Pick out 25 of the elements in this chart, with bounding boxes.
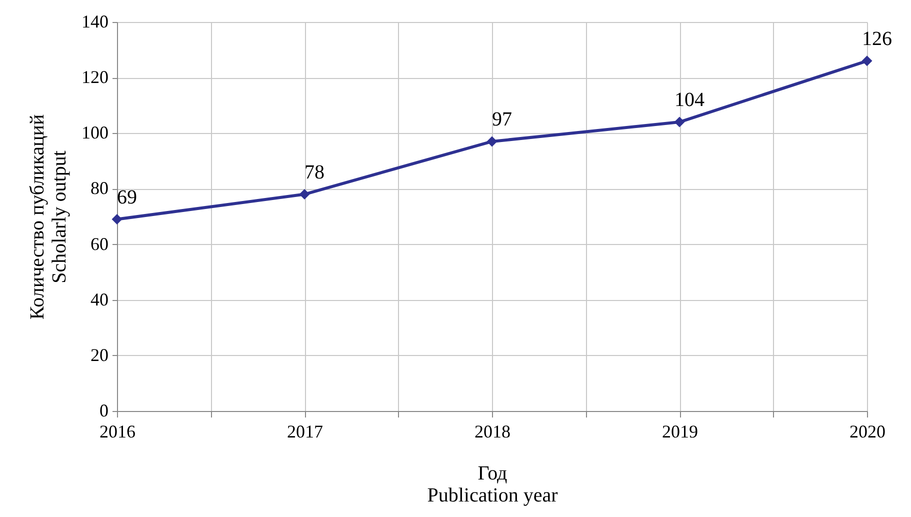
- data-label: 104: [674, 89, 704, 112]
- point: [862, 56, 872, 66]
- x-tick-label: 2020: [850, 422, 886, 442]
- x-axis-title: Год Publication year: [427, 462, 558, 506]
- point: [674, 116, 685, 128]
- x-tick-label: 2018: [474, 422, 510, 442]
- y-tick-label: 20: [90, 344, 108, 365]
- y-tick-label: 120: [82, 67, 108, 88]
- data-label: 97: [492, 108, 512, 130]
- point: [486, 136, 498, 147]
- y-tick-label: 40: [90, 289, 108, 310]
- data-label: 69: [117, 186, 137, 208]
- y-tick-label: 0: [100, 400, 108, 420]
- y-axis-title: Количество публикаций Scholarly output: [26, 114, 70, 320]
- x-tick-label: 2017: [287, 422, 323, 442]
- y-tick-label: 80: [90, 178, 108, 198]
- point: [299, 189, 310, 200]
- data-label: 78: [304, 161, 324, 184]
- x-tick-label: 2019: [662, 422, 698, 442]
- x-tick-label: 2016: [100, 422, 136, 442]
- y-tick-label: 100: [82, 122, 108, 143]
- y-tick-label: 60: [90, 234, 108, 254]
- y-tick-label: 140: [82, 12, 108, 32]
- data-label: 126: [862, 28, 892, 50]
- point: [112, 214, 122, 225]
